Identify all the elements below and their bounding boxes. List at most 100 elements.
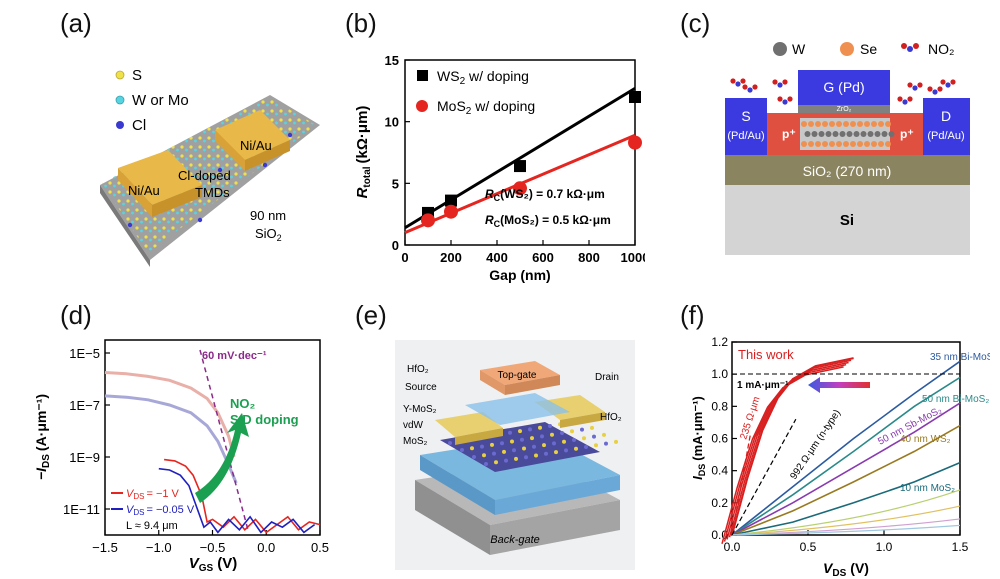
lattice-atom <box>604 441 608 446</box>
si-substrate <box>725 185 970 255</box>
f-xlabel: VDS (V) <box>823 560 869 579</box>
se-atom <box>850 121 856 127</box>
lattice-atom <box>548 424 552 428</box>
w-atom <box>874 131 881 137</box>
se-atom <box>801 141 807 147</box>
panel-label-a: (a) <box>60 8 92 38</box>
y-tick-label: 1.0 <box>711 367 728 381</box>
panel-c-schematic: W Se NO₂ S (Pd/Au) D (Pd/Au) G (Pd) ZrO₂… <box>725 41 970 255</box>
no2-o-atom <box>782 79 788 85</box>
se-atom <box>822 141 828 147</box>
panel-f-chart: 0.0 0.5 1.0 1.50.00.20.40.60.81.01.2 1 mA·μ… <box>690 335 990 579</box>
data-point-ws2 <box>514 160 526 173</box>
no2-molecule <box>902 99 908 105</box>
w-atom <box>853 131 860 137</box>
lattice-atom <box>492 451 496 456</box>
source-contact <box>725 98 767 155</box>
curve-3 <box>158 467 316 534</box>
legend-se: Se <box>860 41 877 57</box>
vdw-label: vdW <box>403 420 424 431</box>
w-atom <box>860 131 867 137</box>
y-tick-label: 1E−11 <box>63 502 100 517</box>
sio2-label: SiO₂ (270 nm) <box>803 163 892 179</box>
plot-frame <box>404 59 636 246</box>
w-atom <box>818 131 825 137</box>
w-atom <box>888 131 895 137</box>
right-contact <box>215 110 290 160</box>
panel-a-schematic: S W or Mo Cl Ni/Au Ni/Au Cl-doped TMDs 9… <box>100 67 320 267</box>
panel-e-schematic: Top-gate HfO₂ Source Drain Y-MoS₂ vdW Mo… <box>395 340 635 570</box>
x-tick-label: 400 <box>486 250 508 265</box>
lattice-atom <box>554 450 558 455</box>
se-atom <box>864 141 870 147</box>
legend-mos2-marker <box>416 100 428 112</box>
se-atom <box>836 141 842 147</box>
curve-1 <box>104 394 238 484</box>
no2-molecule-icon <box>907 46 913 52</box>
se-atom <box>850 141 856 147</box>
panel-d-chart: −1.5 −1.0 −0.5 0.0 0.5 1E−5 1E−7 1E−9 1E−11 60 m… <box>33 339 329 574</box>
data-point-mos2 <box>628 135 642 150</box>
x-tick-label: 0.5 <box>311 540 329 555</box>
f-label-2: 50 nm Bi-MoS₂ <box>922 394 989 405</box>
lattice-atom <box>528 427 532 432</box>
gate-label: G (Pd) <box>823 79 864 95</box>
lattice-atom <box>552 441 556 446</box>
y-tick-label: 1E−9 <box>69 450 100 465</box>
lattice-atom <box>582 436 586 441</box>
gate-oxide <box>798 105 890 113</box>
lattice-atom <box>560 431 564 435</box>
x-tick-label: −0.5 <box>200 540 226 555</box>
si-label: Si <box>840 212 854 229</box>
drain-contact <box>923 98 970 155</box>
se-atom <box>801 121 807 127</box>
no2-o-atom <box>907 82 913 88</box>
data-point-mos2 <box>513 181 527 196</box>
no2-molecule <box>782 99 788 105</box>
se-atom <box>843 121 849 127</box>
se-atom <box>829 121 835 127</box>
fit-line-0 <box>404 87 636 230</box>
se-atom <box>836 121 842 127</box>
se-atom-icon <box>840 42 854 56</box>
w-atom <box>881 131 888 137</box>
left-contact <box>118 150 202 205</box>
lattice-atom <box>520 437 524 442</box>
lattice-atom <box>532 444 536 449</box>
se-atom <box>885 141 891 147</box>
curve-4 <box>731 461 961 536</box>
se-atom <box>871 141 877 147</box>
no2-o-atom <box>777 96 783 102</box>
top-gate <box>480 361 560 385</box>
w-atom-icon <box>773 42 787 56</box>
source-label-e: Source <box>405 382 437 393</box>
x-tick-label: 1.0 <box>876 540 893 554</box>
lattice-atom <box>564 448 568 453</box>
panel-label-c: (c) <box>680 8 711 38</box>
se-atom <box>857 141 863 147</box>
lattice-atom <box>572 438 576 442</box>
x-tick-label: 1.5 <box>952 540 969 554</box>
y-mos2-label: Y-MoS₂ <box>403 404 437 415</box>
data-point-ws2 <box>629 91 641 103</box>
drain-label: D <box>941 108 951 124</box>
lattice-atom <box>614 439 618 444</box>
no2-o-atom <box>940 79 946 85</box>
no2-o-atom <box>730 78 736 84</box>
legend-ws2-marker <box>417 70 428 81</box>
slope-label: 60 mV·dec⁻¹ <box>202 350 267 362</box>
y-tick-label: 0.2 <box>711 496 728 510</box>
oxide-label-2: SiO2 <box>255 226 282 243</box>
lattice-atom <box>524 455 528 460</box>
reference-curve-1 <box>731 505 961 536</box>
x-tick-label: −1.5 <box>92 540 118 555</box>
data-point-mos2 <box>444 204 458 219</box>
lattice-atom <box>574 446 578 451</box>
no2-molecule <box>777 82 783 88</box>
se-atom <box>864 121 870 127</box>
length-label: L ≈ 9.4 μm <box>126 520 178 532</box>
doping-arrow <box>195 413 249 503</box>
d-ylabel: −IDS(A·μm⁻¹) <box>33 394 52 480</box>
reference-curve-3 <box>731 524 961 536</box>
se-atom <box>808 121 814 127</box>
